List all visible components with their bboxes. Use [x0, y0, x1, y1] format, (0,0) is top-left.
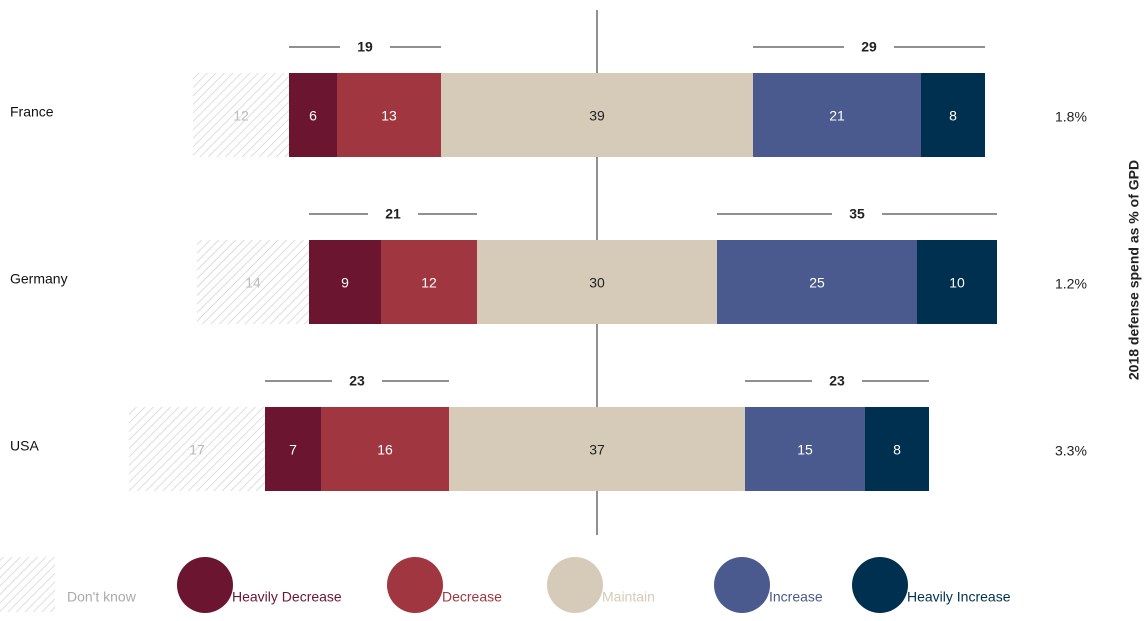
- bracket-total: 19: [357, 39, 373, 55]
- legend-swatch: [714, 557, 770, 613]
- legend-swatch: [547, 557, 603, 613]
- bar-segment: [193, 73, 289, 157]
- bracket-total: 29: [861, 39, 877, 55]
- bar-segment: [717, 240, 917, 324]
- data-label: 12: [233, 108, 249, 124]
- side-axis-label: 2018 defense spend as % of GPD: [1126, 160, 1142, 380]
- bar-segment: [745, 407, 865, 491]
- data-label: 21: [829, 108, 845, 124]
- data-label: 25: [809, 275, 825, 291]
- side-value: 1.2%: [1055, 276, 1087, 292]
- data-label: 15: [797, 442, 813, 458]
- category-label: Germany: [10, 271, 68, 287]
- legend-label: Maintain: [602, 589, 655, 605]
- bar-segment: [197, 240, 309, 324]
- bar-segment: [381, 240, 477, 324]
- category-label: France: [10, 104, 54, 120]
- legend-swatch: [0, 557, 55, 612]
- bracket-total: 35: [849, 206, 865, 222]
- bar-segment: [921, 73, 985, 157]
- legend-swatch: [852, 557, 908, 613]
- legend-label: Increase: [769, 589, 823, 605]
- legend-label: Heavily Decrease: [232, 589, 342, 605]
- bar-segment: [917, 240, 997, 324]
- data-label: 14: [245, 275, 261, 291]
- bar-segment: [309, 240, 381, 324]
- data-label: 10: [949, 275, 965, 291]
- category-label: USA: [10, 438, 39, 454]
- legend-label: Heavily Increase: [907, 589, 1011, 605]
- data-label: 16: [377, 442, 393, 458]
- data-label: 8: [893, 442, 901, 458]
- side-value: 3.3%: [1055, 443, 1087, 459]
- bar-segment: [129, 407, 265, 491]
- label-backdrop: [583, 438, 611, 460]
- data-label: 9: [341, 275, 349, 291]
- side-value: 1.8%: [1055, 109, 1087, 125]
- legend-label: Decrease: [442, 589, 502, 605]
- data-label: 13: [381, 108, 397, 124]
- data-label: 39: [589, 108, 605, 124]
- data-label: 37: [589, 442, 605, 458]
- data-label: 6: [309, 108, 317, 124]
- label-backdrop: [583, 271, 611, 293]
- legend-swatch: [387, 557, 443, 613]
- bar-segment: [265, 407, 321, 491]
- legend-swatch: [177, 557, 233, 613]
- data-label: 12: [421, 275, 437, 291]
- bracket-total: 23: [829, 373, 845, 389]
- data-label: 8: [949, 108, 957, 124]
- bar-segment: [289, 73, 337, 157]
- data-label: 17: [189, 442, 205, 458]
- bracket-total: 23: [349, 373, 365, 389]
- legend-label: Don't know: [67, 589, 137, 605]
- label-backdrop: [583, 104, 611, 126]
- bar-segment: [321, 407, 449, 491]
- data-label: 7: [289, 442, 297, 458]
- data-label: 30: [589, 275, 605, 291]
- bar-segment: [337, 73, 441, 157]
- bar-segment: [865, 407, 929, 491]
- bar-segment: [753, 73, 921, 157]
- bracket-total: 21: [385, 206, 401, 222]
